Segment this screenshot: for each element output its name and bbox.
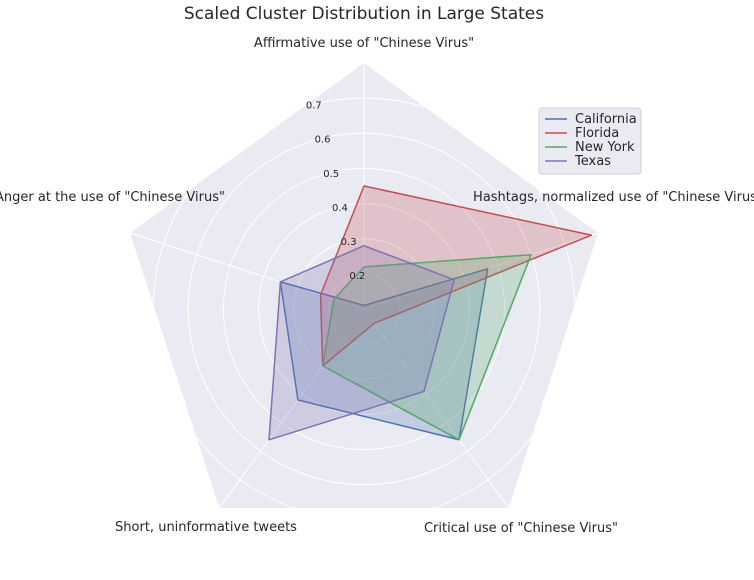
- series-layer: [268, 185, 593, 441]
- axis-label-2: Critical use of "Chinese Virus": [424, 521, 618, 536]
- series-line-florida: [319, 185, 593, 367]
- legend-label-california: California: [575, 112, 637, 127]
- series-line-california: [279, 268, 489, 441]
- r-tick-label-1: 0.3: [341, 237, 357, 248]
- axis-label-3: Short, uninformative tweets: [115, 520, 297, 535]
- axis-label-1: Hashtags, normalized use of "Chinese Vir…: [473, 190, 754, 205]
- grid-spoke-4: [129, 232, 365, 310]
- axis-labels: Affirmative use of "Chinese Virus" Hashta…: [0, 36, 754, 536]
- axis-label-0: Affirmative use of "Chinese Virus": [254, 36, 474, 51]
- legend-label-texas: Texas: [574, 154, 611, 169]
- r-tick-label-5: 0.7: [306, 101, 322, 112]
- legend-box: [538, 107, 642, 175]
- series-line-texas: [268, 244, 455, 441]
- legend-label-florida: Florida: [575, 126, 619, 141]
- r-tick-label-3: 0.5: [323, 169, 339, 180]
- r-tick-label-0: 0.2: [349, 271, 365, 282]
- grid-spoke-3: [219, 308, 365, 509]
- axis-label-4: Anger at the use of "Chinese Virus": [0, 190, 225, 205]
- r-tick-label-2: 0.4: [332, 203, 348, 214]
- r-tick-label-4: 0.6: [315, 135, 331, 146]
- series-fill-texas: [268, 245, 455, 440]
- grid-spoke-2: [363, 308, 509, 509]
- series-line-new-york: [321, 253, 532, 441]
- chart-title: Scaled Cluster Distribution in Large Sta…: [183, 4, 545, 24]
- radial-ticks: 0.2 0.3 0.4 0.5 0.6 0.7: [306, 101, 365, 282]
- legend-label-new-york: New York: [575, 140, 635, 155]
- series-fill-florida: [320, 186, 592, 366]
